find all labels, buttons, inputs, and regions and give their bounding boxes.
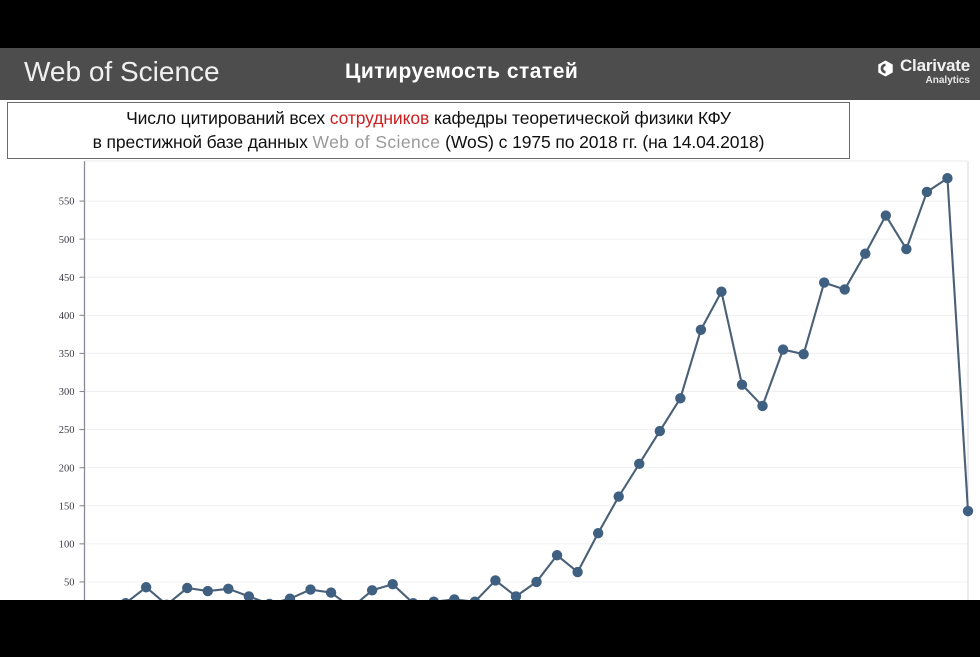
data-point-1993[interactable]	[449, 594, 460, 600]
data-point-2011[interactable]	[818, 277, 830, 288]
caption-line-1: Число цитирований всех сотрудников кафед…	[126, 107, 731, 130]
data-point-2006[interactable]	[716, 286, 727, 297]
data-point-1987[interactable]	[325, 587, 337, 598]
data-point-2015[interactable]	[901, 243, 912, 255]
data-point-2013[interactable]	[860, 248, 871, 259]
data-point-2005[interactable]	[695, 324, 707, 336]
y-axis-ticks: 50 100 150 200 250 300 350 400 450 500 550	[59, 197, 85, 589]
clarivate-hexagon-icon	[877, 60, 894, 82]
slide-body: Число цитирований всех сотрудников кафед…	[0, 100, 980, 600]
data-point-1981[interactable]	[202, 585, 213, 597]
y-tick-label-100: 100	[59, 539, 75, 550]
caption-line2-part2: (WoS) с 1975 по 2018 гг. (на 14.04.2018)	[440, 131, 765, 152]
data-point-1982[interactable]	[223, 583, 234, 594]
bottom-letterbox	[0, 600, 980, 657]
y-tick-label-500: 500	[59, 235, 75, 246]
caption-line2-part1: в престижной базе данных	[92, 131, 313, 152]
top-letterbox	[0, 0, 980, 48]
data-point-2000[interactable]	[592, 527, 604, 539]
caption-line1-part2: кафедры теоретической физики КФУ	[429, 108, 731, 129]
data-point-2009[interactable]	[777, 344, 789, 355]
data-point-2018[interactable]	[962, 505, 974, 517]
data-point-1985[interactable]	[284, 593, 296, 600]
data-point-1989[interactable]	[366, 585, 378, 596]
clarivate-wordmark: Clarivate Analytics	[900, 57, 970, 86]
y-tick-label-200: 200	[59, 463, 75, 474]
y-tick-label-450: 450	[59, 273, 75, 284]
caption-line1-part1: Число цитирований всех	[126, 108, 330, 129]
data-point-2007[interactable]	[736, 379, 748, 390]
data-point-2016[interactable]	[921, 186, 933, 198]
chart-axes	[83, 160, 969, 600]
chart-series-line	[128, 176, 970, 600]
caption-line-2: в престижной базе данных Web of Science …	[93, 131, 765, 154]
data-point-2001[interactable]	[613, 491, 624, 502]
chart-data-points[interactable]	[100, 173, 974, 600]
clarivate-subtitle: Analytics	[925, 75, 970, 86]
data-point-1992[interactable]	[428, 596, 439, 600]
data-point-2014[interactable]	[880, 210, 892, 221]
caption-box: Число цитирований всех сотрудников кафед…	[7, 102, 850, 159]
data-point-1977[interactable]	[120, 598, 130, 600]
y-tick-label-350: 350	[59, 349, 75, 360]
data-point-2010[interactable]	[798, 348, 809, 360]
data-point-1984[interactable]	[264, 598, 274, 600]
data-point-1995[interactable]	[490, 575, 501, 586]
data-point-2017[interactable]	[942, 173, 953, 184]
data-point-1998[interactable]	[551, 550, 563, 561]
caption-wos-brand: Web of Science	[312, 131, 441, 152]
page-title: Цитируемость статей	[345, 60, 579, 83]
y-tick-label-400: 400	[59, 311, 75, 322]
data-point-1983[interactable]	[243, 591, 255, 600]
y-tick-label-300: 300	[59, 387, 75, 398]
data-point-1991[interactable]	[408, 598, 418, 600]
data-point-1980[interactable]	[182, 582, 193, 594]
y-tick-label-50: 50	[64, 578, 75, 589]
y-tick-label-550: 550	[59, 197, 75, 208]
data-point-1978[interactable]	[140, 582, 152, 593]
clarivate-name: Clarivate	[899, 56, 970, 75]
data-point-2004[interactable]	[675, 393, 686, 404]
web-of-science-brand: Web of Science	[24, 56, 220, 87]
header-bar: Web of Science Цитируемость статей Clari…	[0, 48, 980, 100]
data-point-1986[interactable]	[305, 584, 316, 595]
data-point-1994[interactable]	[469, 596, 480, 600]
data-point-1997[interactable]	[531, 576, 542, 588]
data-point-2002[interactable]	[634, 458, 645, 470]
y-tick-label-250: 250	[59, 425, 75, 436]
data-point-2003[interactable]	[654, 425, 666, 437]
data-point-1996[interactable]	[510, 591, 522, 600]
chart-gridlines	[84, 200, 968, 583]
y-tick-label-150: 150	[59, 501, 75, 512]
data-point-1999[interactable]	[572, 566, 583, 578]
series-polyline	[128, 176, 970, 600]
clarivate-logo: Clarivate Analytics	[877, 57, 970, 86]
caption-highlight-staff: сотрудников	[329, 108, 430, 129]
data-point-2008[interactable]	[757, 400, 768, 412]
data-point-1990[interactable]	[387, 579, 398, 590]
data-point-2012[interactable]	[839, 284, 850, 295]
